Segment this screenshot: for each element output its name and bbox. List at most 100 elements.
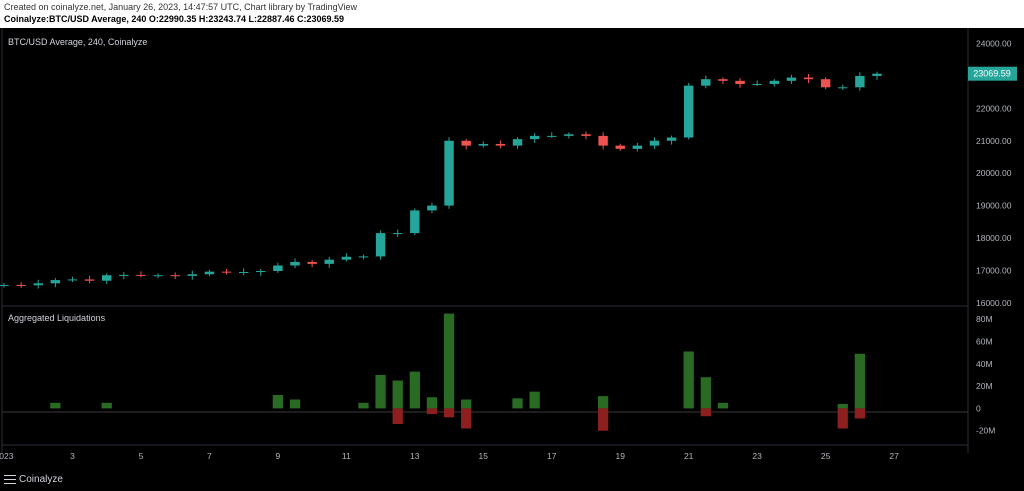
x-tick: 7 <box>207 451 212 461</box>
candle <box>204 269 215 277</box>
candle <box>410 208 420 236</box>
liq-bar <box>512 398 523 409</box>
price-pane[interactable]: BTC/USD Average, 240, Coinalyze 24000.00… <box>0 28 1017 453</box>
x-tick: 23 <box>752 451 762 461</box>
liq-bar <box>443 313 455 409</box>
candle <box>170 272 180 280</box>
candle <box>701 75 711 89</box>
liq-bar <box>375 374 386 409</box>
x-tick: 15 <box>479 451 489 461</box>
ohlc-info: Coinalyze:BTC/USD Average, 240 O:22990.3… <box>4 14 345 24</box>
candle <box>598 132 608 150</box>
time-axis: 2023 3 5 7 9 11 13 15 17 19 21 23 25 27 <box>0 444 968 461</box>
last-price-label: 23069.59 <box>973 69 1011 79</box>
candle <box>547 132 557 138</box>
liq-bar <box>529 391 540 409</box>
liq-bar <box>717 402 729 409</box>
liq-bar <box>837 403 848 409</box>
liq-y-tick: -20M <box>976 426 995 436</box>
liq-bar <box>854 353 866 409</box>
liq-bar <box>392 380 403 409</box>
last-price-box <box>968 66 1017 81</box>
candle <box>444 137 454 209</box>
x-tick: 19 <box>615 451 625 461</box>
liq-bar <box>443 408 455 418</box>
liq-bar <box>597 396 609 409</box>
candle <box>820 77 831 90</box>
created-info: Created on coinalyze.net, January 26, 20… <box>4 2 358 12</box>
price-y-tick: 20000.00 <box>976 168 1012 178</box>
candle <box>16 282 26 288</box>
price-y-tick: 22000.00 <box>976 103 1012 113</box>
candle <box>718 77 728 85</box>
liq-y-tick: 40M <box>976 359 993 369</box>
candle <box>307 259 317 268</box>
candle <box>375 230 386 260</box>
candle <box>478 141 488 148</box>
price-y-tick: 17000.00 <box>976 265 1012 275</box>
candle <box>238 268 249 276</box>
liq-bar <box>392 408 403 425</box>
liq-bar <box>837 408 848 429</box>
x-tick: 21 <box>684 451 694 461</box>
candle <box>290 258 300 269</box>
candle <box>256 269 266 276</box>
price-y-tick: 24000.00 <box>976 39 1012 49</box>
chart-canvas[interactable]: BTC/USD Average, 240, Coinalyze 24000.00… <box>0 28 1024 469</box>
x-tick: 3 <box>70 451 75 461</box>
liq-bar <box>426 408 438 414</box>
x-tick: 13 <box>410 451 420 461</box>
liq-bar <box>597 408 609 431</box>
candle <box>461 138 471 150</box>
candle <box>50 278 61 288</box>
last-price-tag: 23069.59 <box>968 66 1017 81</box>
time-axis-labels: 2023 3 5 7 9 11 13 15 17 19 21 23 25 27 <box>0 451 899 461</box>
candle <box>564 132 574 139</box>
price-y-tick: 16000.00 <box>976 298 1012 308</box>
liq-bar <box>101 402 112 409</box>
liq-bar <box>700 377 711 409</box>
liq-bar <box>461 399 472 409</box>
price-y-tick: 21000.00 <box>976 136 1012 146</box>
candle <box>581 131 591 140</box>
candle <box>358 254 369 260</box>
liq-y-tick: 0 <box>976 403 981 413</box>
candle <box>769 78 779 87</box>
candle <box>649 137 660 149</box>
x-tick: 11 <box>342 451 351 461</box>
candle <box>529 133 540 144</box>
brand[interactable]: Coinalyze <box>4 474 63 485</box>
x-tick: 25 <box>821 451 831 461</box>
candle <box>495 140 506 149</box>
candle <box>67 276 78 283</box>
candlestick-series <box>0 71 882 289</box>
liquidation-bars <box>50 313 866 431</box>
candle <box>33 279 43 289</box>
candle <box>324 256 334 268</box>
liq-y-tick: 20M <box>976 381 993 391</box>
candle <box>0 282 9 288</box>
candle <box>838 84 848 90</box>
liq-bar <box>50 402 61 409</box>
liq-bar <box>700 408 711 417</box>
candle <box>427 202 437 214</box>
candle <box>752 80 762 86</box>
candle <box>632 142 643 152</box>
liq-bar <box>272 395 284 409</box>
liq-bar <box>854 408 866 419</box>
x-tick: 27 <box>889 451 899 461</box>
liq-y-tick: 80M <box>976 314 993 324</box>
candle <box>615 143 625 151</box>
candle <box>666 135 677 145</box>
x-tick: 5 <box>139 451 144 461</box>
candle <box>153 273 163 279</box>
candle <box>803 74 814 84</box>
candle <box>101 273 112 284</box>
candle <box>786 74 797 85</box>
chart-header: Created on coinalyze.net, January 26, 20… <box>0 0 1024 28</box>
price-chart-title: BTC/USD Average, 240, Coinalyze <box>8 37 147 47</box>
candle <box>187 270 197 280</box>
liq-y-tick: 60M <box>976 336 993 346</box>
candle <box>855 72 865 91</box>
liquidations-pane[interactable]: Aggregated Liquidations 80M 60M 40M 20M 0 -20… <box>2 313 995 436</box>
